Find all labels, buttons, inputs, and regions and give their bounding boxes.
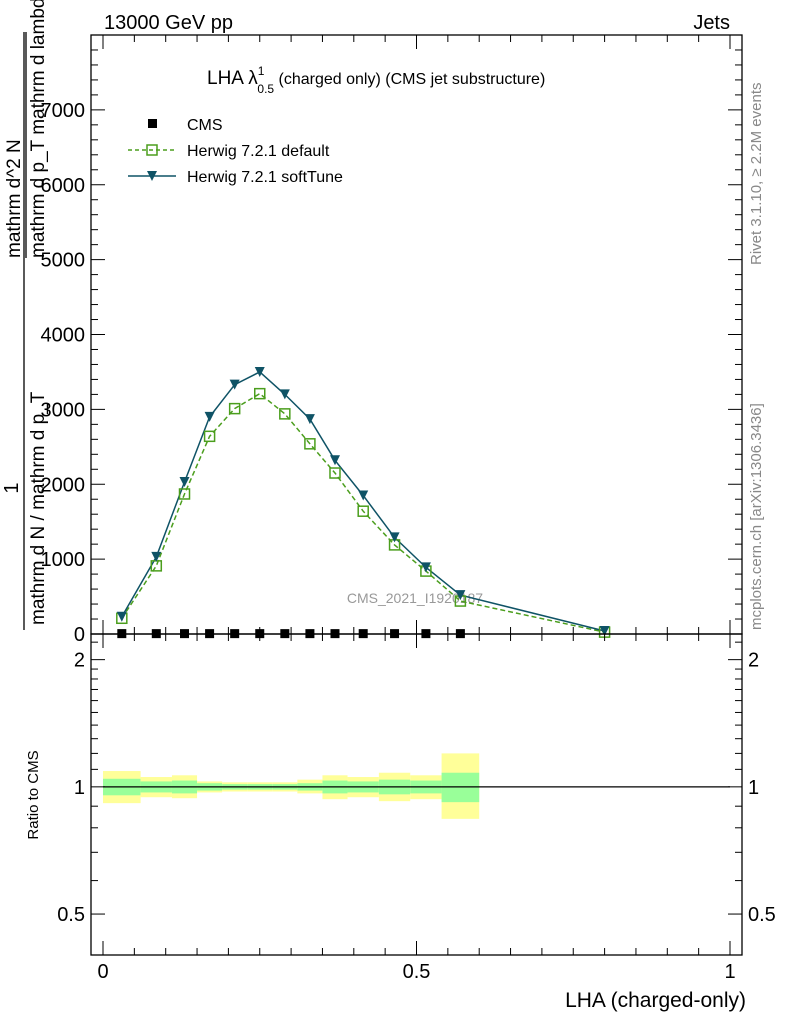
y-tick-label: 4000 bbox=[41, 325, 86, 347]
y-tick-label: 5000 bbox=[41, 250, 86, 272]
legend-cms-marker bbox=[148, 119, 157, 128]
softtune-point bbox=[229, 379, 240, 390]
default-point bbox=[203, 430, 216, 443]
ratio-ticks: 0.5 0.5 1 1 2 2 bbox=[57, 634, 776, 955]
legend-default-marker bbox=[146, 144, 158, 156]
y-tick-label: 2000 bbox=[41, 474, 86, 496]
title-main: LHA λ bbox=[207, 68, 258, 89]
ylabel-dpt-dl: mathrm d p_T mathrm d lambda bbox=[28, 0, 49, 258]
softtune-point bbox=[420, 562, 431, 573]
ratio-tick-label-right: 1 bbox=[748, 777, 759, 799]
softtune-point bbox=[204, 411, 215, 422]
ylabel-d2n: mathrm d^2 N bbox=[4, 139, 25, 258]
ylabel-one: 1 bbox=[1, 482, 23, 493]
title-sub: 0.5 bbox=[257, 82, 274, 96]
x-axis-label: LHA (charged-only) bbox=[565, 989, 746, 1012]
softtune-point bbox=[179, 477, 190, 488]
softtune-point bbox=[304, 414, 315, 425]
softtune-point bbox=[116, 611, 127, 622]
ratio-ylabel: Ratio to CMS bbox=[25, 750, 42, 839]
default-point bbox=[357, 505, 369, 517]
main-ticks: 0 1000 2000 3000 4000 5000 6000 7000 bbox=[41, 35, 742, 646]
ratio-plot: 0.5 0.5 1 1 2 2 bbox=[57, 633, 776, 956]
softtune-point bbox=[389, 532, 400, 543]
y-tick-label: 0 bbox=[74, 624, 85, 646]
title-sup: 1 bbox=[258, 64, 265, 78]
main-ylabel: 1 mathrm d N / mathrm d p_T mathrm d^2 N… bbox=[1, 0, 49, 630]
y-tick-label: 1000 bbox=[41, 549, 86, 571]
x-ticklabels: 0 0.5 1 bbox=[97, 961, 735, 983]
watermark: CMS_2021_I1920187 bbox=[347, 590, 483, 606]
default-point bbox=[150, 560, 163, 572]
softtune-point bbox=[329, 455, 340, 466]
title-rest: (charged only) (CMS jet substructure) bbox=[274, 71, 545, 88]
legend-cms-label: CMS bbox=[187, 117, 223, 134]
header-right: Jets bbox=[693, 12, 730, 34]
main-plot: 0 1000 2000 3000 4000 5000 6000 7000 CMS_2021_I… bbox=[41, 34, 743, 646]
default-point bbox=[178, 488, 191, 500]
rivet-label: Rivet 3.1.10, ≥ 2.2M events bbox=[748, 83, 765, 266]
y-tick-label: 7000 bbox=[41, 100, 86, 122]
default-point bbox=[304, 438, 316, 450]
ylabel-dn-dpt: mathrm d N / mathrm d p_T bbox=[28, 391, 49, 625]
legend-default-label: Herwig 7.2.1 default bbox=[187, 143, 330, 160]
default-point bbox=[279, 408, 291, 420]
ratio-tick-label-right: 2 bbox=[748, 650, 759, 672]
default-point bbox=[228, 402, 241, 415]
ratio-tick-label-left: 1 bbox=[74, 777, 85, 799]
default-point bbox=[329, 467, 341, 479]
default-point bbox=[254, 387, 266, 400]
x-tick-label: 1 bbox=[724, 961, 735, 983]
legend: CMS Herwig 7.2.1 default Herwig 7.2.1 so… bbox=[128, 117, 343, 186]
header-left: 13000 GeV pp bbox=[104, 12, 233, 34]
ratio-tick-label-right: 0.5 bbox=[748, 904, 776, 926]
ratio-frame bbox=[90, 633, 743, 956]
softtune-point bbox=[151, 551, 162, 562]
ratio-tick-label-left: 2 bbox=[74, 650, 85, 672]
plot-title: LHA λ1 0.5 (charged only) (CMS jet substr… bbox=[207, 64, 545, 96]
softtune-point bbox=[358, 490, 369, 501]
x-tick-label: 0.5 bbox=[403, 961, 431, 983]
x-tick-label: 0 bbox=[97, 961, 108, 983]
legend-soft-marker bbox=[147, 171, 157, 181]
softtune-point bbox=[254, 366, 265, 377]
ratio-tick-label-left: 0.5 bbox=[57, 904, 85, 926]
mcplots-label: mcplots.cern.ch [arXiv:1306.3436] bbox=[748, 403, 765, 630]
legend-soft-label: Herwig 7.2.1 softTune bbox=[187, 169, 343, 186]
softtune-point bbox=[599, 626, 610, 637]
series-softtune-line bbox=[121, 371, 605, 632]
softtune-point bbox=[279, 389, 290, 400]
ratio-bands bbox=[103, 753, 730, 819]
softtune-point bbox=[455, 590, 466, 601]
y-tick-label: 6000 bbox=[41, 175, 86, 197]
y-tick-label: 3000 bbox=[41, 399, 86, 421]
